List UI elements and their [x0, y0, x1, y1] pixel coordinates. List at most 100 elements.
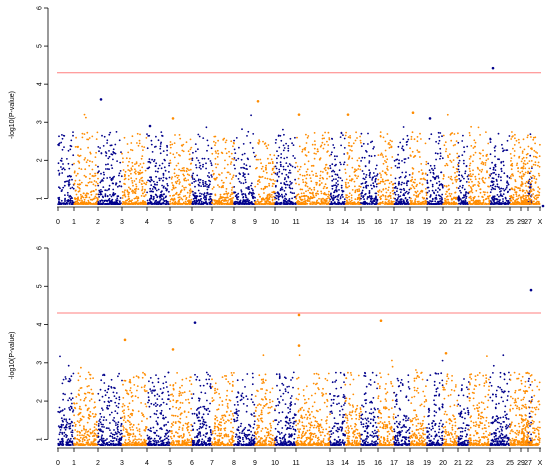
snp-point	[142, 199, 145, 202]
snp-point	[409, 147, 411, 150]
snp-point	[394, 182, 397, 185]
snp-point	[381, 180, 384, 183]
snp-point	[150, 201, 153, 204]
snp-point	[391, 187, 394, 189]
snp-point	[503, 172, 506, 175]
snp-point	[301, 148, 304, 151]
snp-point	[171, 202, 174, 205]
snp-point	[152, 195, 155, 198]
snp-point	[427, 162, 430, 165]
snp-point	[76, 442, 79, 444]
snp-point	[305, 133, 307, 136]
snp-point	[153, 186, 156, 189]
snp-point	[135, 185, 138, 188]
snp-point	[60, 157, 63, 160]
snp-point	[465, 165, 468, 168]
snp-point	[240, 190, 243, 193]
snp-point	[437, 175, 439, 178]
snp-point	[530, 185, 533, 188]
snp-point	[393, 187, 396, 189]
snp-point	[386, 158, 389, 161]
snp-point	[283, 147, 286, 149]
snp-point	[529, 182, 532, 184]
snp-point	[194, 192, 196, 194]
snp-point	[278, 170, 281, 173]
snp-point	[470, 197, 472, 200]
snp-point	[376, 174, 378, 177]
snp-point	[529, 188, 532, 191]
snp-point	[98, 203, 100, 206]
snp-point	[188, 189, 191, 192]
snp-point	[430, 202, 432, 205]
snp-point	[130, 148, 132, 151]
snp-point	[226, 201, 229, 204]
snp-point	[444, 141, 447, 144]
x-tick-label: 22	[465, 460, 473, 467]
snp-point	[102, 171, 105, 174]
snp-point	[172, 199, 175, 202]
snp-point	[506, 180, 509, 183]
snp-point	[510, 203, 512, 206]
snp-point	[190, 162, 193, 165]
snp-point	[323, 199, 326, 202]
snp-point	[329, 164, 331, 167]
snp-point	[124, 203, 127, 206]
snp-point	[206, 186, 209, 188]
snp-point	[535, 194, 538, 197]
snp-point	[276, 202, 279, 205]
snp-point	[140, 172, 143, 174]
snp-point	[474, 203, 477, 206]
snp-point	[492, 168, 495, 171]
snp-point	[430, 133, 433, 136]
snp-point	[289, 187, 292, 190]
snp-point	[106, 177, 109, 179]
snp-point	[81, 443, 84, 445]
snp-point	[234, 152, 237, 155]
snp-point	[74, 443, 77, 445]
snp-point	[414, 203, 416, 206]
snp-point	[456, 170, 459, 173]
snp-point	[535, 178, 538, 181]
snp-point	[102, 180, 104, 182]
snp-point	[325, 193, 328, 196]
snp-point	[404, 197, 407, 200]
snp-point	[270, 194, 273, 196]
snp-point	[231, 186, 234, 189]
snp-point	[391, 140, 393, 143]
snp-point	[359, 185, 362, 188]
snp-point	[342, 134, 344, 137]
snp-point	[212, 203, 215, 205]
snp-point	[165, 195, 168, 198]
snp-point	[230, 189, 233, 191]
snp-point	[164, 169, 167, 172]
snp-point	[271, 203, 274, 205]
snp-point	[138, 181, 141, 184]
snp-point	[487, 185, 489, 188]
snp-point	[469, 173, 472, 175]
snp-point	[86, 192, 88, 195]
snp-point	[255, 158, 258, 161]
snp-point	[66, 421, 69, 424]
snp-point	[326, 151, 328, 153]
snp-point	[160, 191, 162, 194]
snp-point	[236, 201, 238, 203]
snp-point	[134, 190, 137, 192]
snp-point	[178, 203, 181, 205]
snp-point	[539, 143, 541, 146]
snp-point	[90, 193, 93, 196]
snp-point	[186, 167, 188, 170]
x-tick-label: 1	[72, 219, 76, 226]
snp-point	[81, 199, 83, 202]
snp-point	[442, 134, 445, 137]
snp-point	[81, 136, 84, 139]
snp-point	[172, 184, 174, 187]
snp-point	[175, 191, 178, 194]
snp-point	[118, 398, 121, 401]
snp-point	[302, 181, 305, 184]
snp-point	[391, 200, 394, 203]
snp-point	[444, 164, 447, 167]
snp-point	[214, 142, 217, 144]
snp-point	[439, 152, 442, 155]
snp-point	[77, 190, 80, 193]
snp-point	[225, 139, 228, 142]
